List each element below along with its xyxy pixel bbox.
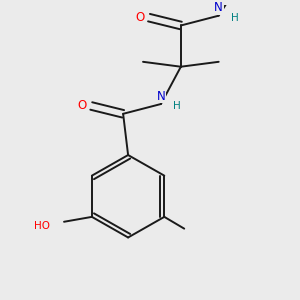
Text: HO: HO	[34, 221, 50, 231]
Text: H: H	[231, 13, 239, 22]
Text: O: O	[78, 100, 87, 112]
Text: N: N	[157, 90, 165, 103]
Text: N: N	[214, 1, 223, 14]
Text: O: O	[135, 11, 145, 24]
Text: H: H	[173, 101, 181, 111]
